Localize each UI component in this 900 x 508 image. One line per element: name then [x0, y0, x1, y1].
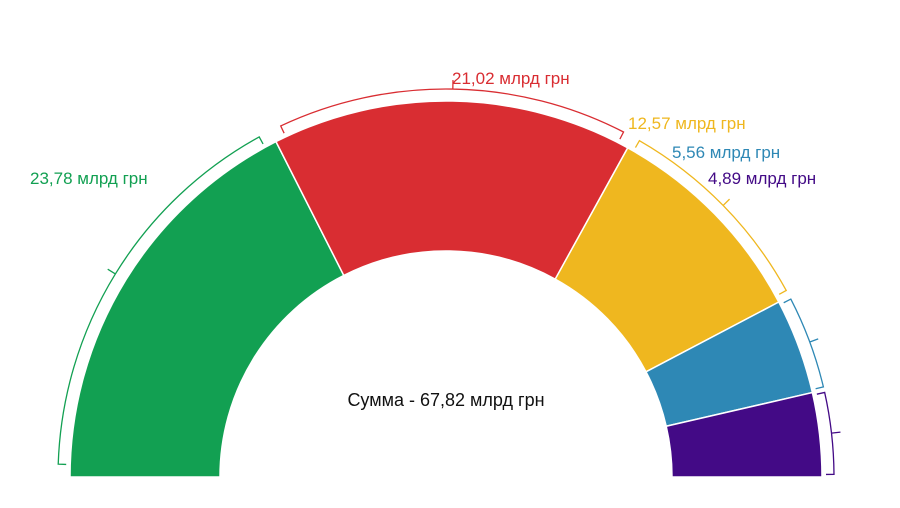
data-label-1: 23,78 млрд грн [30, 169, 148, 188]
bracket-5 [816, 391, 841, 476]
total-label: Сумма - 67,82 млрд грн [347, 390, 544, 410]
bracket-3 [634, 139, 788, 295]
segment-1 [69, 140, 345, 478]
segment-2 [274, 100, 629, 281]
data-label-5: 4,89 млрд грн [708, 169, 816, 188]
bracket-4 [783, 298, 825, 390]
data-label-3: 12,57 млрд грн [628, 114, 746, 133]
segment-5 [665, 391, 823, 478]
chart-segments [69, 100, 823, 478]
data-label-4: 5,56 млрд грн [672, 143, 780, 162]
data-label-2: 21,02 млрд грн [452, 69, 570, 88]
label-brackets [57, 80, 841, 476]
data-labels: 23,78 млрд грн 21,02 млрд грн 12,57 млрд г… [30, 69, 816, 188]
bracket-2 [279, 80, 625, 140]
bracket-1 [57, 136, 264, 466]
